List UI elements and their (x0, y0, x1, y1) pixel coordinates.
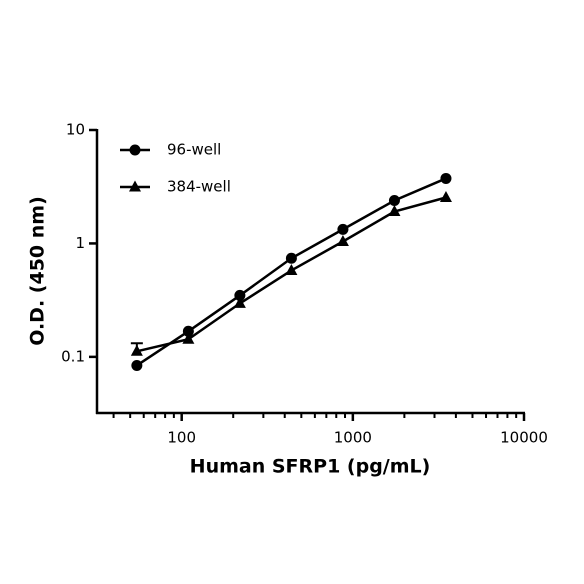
x-tick-label: 10000 (500, 429, 548, 447)
y-tick-label: 0.1 (61, 347, 85, 365)
marker (440, 172, 452, 184)
marker (337, 223, 349, 235)
x-tick-label: 1000 (334, 429, 372, 447)
marker (130, 344, 143, 356)
marker (388, 195, 400, 207)
legend-marker (129, 144, 141, 156)
marker (182, 332, 195, 344)
marker (336, 235, 349, 247)
marker (388, 205, 401, 217)
marker (234, 289, 246, 301)
legend-marker (129, 180, 141, 192)
x-axis-label: Human SFRP1 (pg/mL) (190, 456, 431, 478)
marker (285, 252, 297, 264)
marker (439, 191, 452, 203)
y-tick-label: 10 (66, 121, 85, 139)
marker (233, 296, 246, 308)
x-tick-label: 100 (167, 429, 196, 447)
legend-label: 96-well (167, 141, 221, 159)
marker (182, 325, 194, 337)
y-axis-label: O.D. (450 nm) (27, 196, 49, 346)
marker (285, 263, 298, 275)
marker (131, 359, 143, 371)
y-tick-label: 1 (75, 234, 85, 252)
legend-label: 384-well (167, 178, 231, 196)
